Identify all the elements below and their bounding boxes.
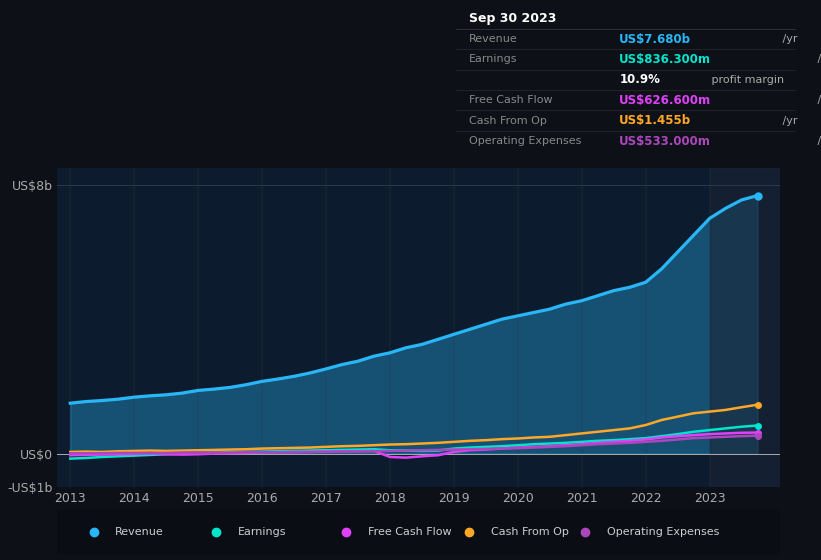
Text: US$1.455b: US$1.455b	[619, 114, 691, 127]
Text: Free Cash Flow: Free Cash Flow	[368, 527, 452, 537]
Text: /yr: /yr	[814, 54, 821, 64]
Text: /yr: /yr	[778, 34, 797, 44]
Text: Operating Expenses: Operating Expenses	[607, 527, 719, 537]
Text: Earnings: Earnings	[470, 54, 518, 64]
Text: US$626.600m: US$626.600m	[619, 94, 711, 107]
Text: Revenue: Revenue	[115, 527, 164, 537]
Text: US$7.680b: US$7.680b	[619, 32, 691, 45]
Text: Cash From Op: Cash From Op	[491, 527, 569, 537]
Text: /yr: /yr	[778, 115, 797, 125]
Text: Free Cash Flow: Free Cash Flow	[470, 95, 553, 105]
Text: profit margin: profit margin	[708, 75, 784, 85]
Text: US$836.300m: US$836.300m	[619, 53, 711, 66]
Text: Operating Expenses: Operating Expenses	[470, 136, 581, 146]
Text: US$533.000m: US$533.000m	[619, 134, 711, 147]
Text: Earnings: Earnings	[238, 527, 287, 537]
Text: Revenue: Revenue	[470, 34, 518, 44]
Text: Sep 30 2023: Sep 30 2023	[470, 12, 557, 25]
Text: Cash From Op: Cash From Op	[470, 115, 547, 125]
Text: /yr: /yr	[814, 95, 821, 105]
Text: 10.9%: 10.9%	[619, 73, 660, 86]
Text: /yr: /yr	[814, 136, 821, 146]
Bar	[709, 168, 780, 487]
FancyBboxPatch shape	[43, 508, 795, 556]
